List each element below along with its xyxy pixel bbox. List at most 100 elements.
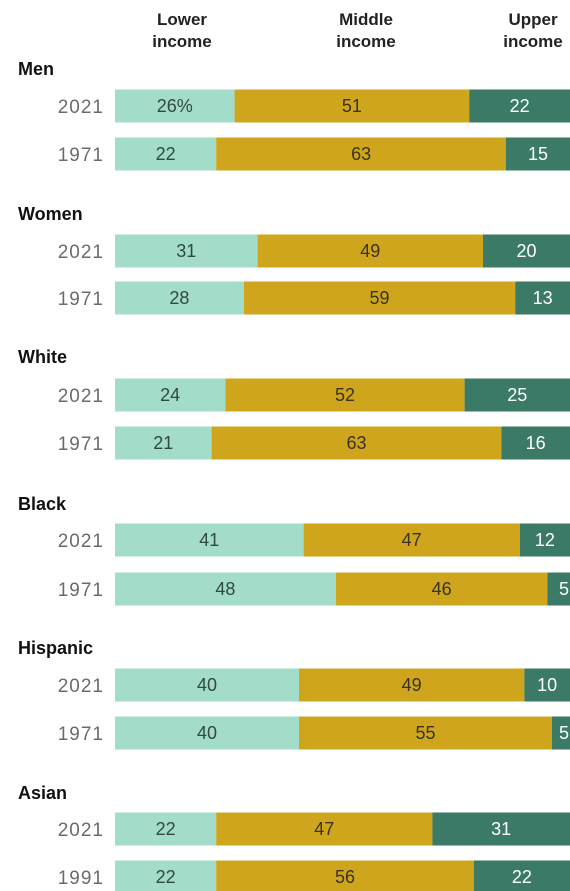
bar-middle-women-2021 [257,234,483,268]
bar-upper-black-1971 [547,572,570,606]
year-label-men-2021: 2021 [58,97,104,118]
value-label-middle-asian-2021: 47 [314,819,334,839]
bar-upper-hispanic-2021 [524,668,570,702]
value-label-upper-black-2021: 12 [535,530,555,550]
value-label-middle-black-2021: 47 [402,530,422,550]
bar-lower-white-1971 [115,426,212,460]
year-label-asian-2021: 2021 [58,820,104,841]
group-white: White 2021 24 52 25 1971 21 63 16 [18,347,570,460]
bar-lower-asian-1991 [115,860,217,891]
bar-middle-black-2021 [303,523,520,557]
value-label-lower-hispanic-2021: 40 [197,675,217,695]
value-label-middle-black-1971: 46 [432,579,452,599]
bar-lower-women-2021 [115,234,258,268]
bar-upper-hispanic-1971 [552,716,570,750]
bar-upper-white-1971 [501,426,570,460]
header-middle-line1: Middle [339,10,393,29]
group-label-hispanic: Hispanic [18,638,93,658]
bar-lower-men-2021 [115,89,235,123]
bar-lower-hispanic-2021 [115,668,299,702]
value-label-lower-women-2021: 31 [176,241,196,261]
bar-middle-men-2021 [234,89,470,123]
group-label-men: Men [18,59,54,79]
header-upper-line1: Upper [508,10,558,29]
value-label-lower-women-1971: 28 [169,288,189,308]
bar-upper-white-2021 [464,378,570,412]
value-label-lower-asian-1991: 22 [156,867,176,887]
group-women: Women 2021 31 49 20 1971 28 59 13 [18,204,570,315]
header-lower-line1: Lower [157,10,207,29]
value-label-upper-hispanic-1971: 5 [559,723,569,743]
header-lower-line2: income [152,32,212,51]
bar-lower-white-2021 [115,378,226,412]
group-label-women: Women [18,204,83,224]
group-label-asian: Asian [18,783,67,803]
value-label-lower-asian-2021: 22 [156,819,176,839]
bar-lower-asian-2021 [115,812,217,846]
value-label-upper-hispanic-2021: 10 [537,675,557,695]
value-label-upper-black-1971: 5 [559,579,569,599]
bar-upper-men-2021 [469,89,570,123]
value-label-upper-women-1971: 13 [533,288,553,308]
bar-middle-women-1971 [243,281,516,315]
value-label-lower-white-1971: 21 [153,433,173,453]
value-label-middle-women-1971: 59 [369,288,389,308]
value-label-middle-men-1971: 63 [351,144,371,164]
year-label-women-1971: 1971 [58,289,104,310]
header-middle-line2: income [336,32,396,51]
year-label-hispanic-1971: 1971 [58,724,104,745]
bar-upper-men-1971 [506,137,570,171]
year-label-black-1971: 1971 [58,580,104,601]
value-label-middle-white-2021: 52 [335,385,355,405]
value-label-lower-men-1971: 22 [156,144,176,164]
value-label-lower-hispanic-1971: 40 [197,723,217,743]
bar-middle-asian-1991 [216,860,474,891]
value-label-upper-men-2021: 22 [510,96,530,116]
bar-upper-asian-2021 [432,812,570,846]
value-label-upper-white-1971: 16 [526,433,546,453]
value-label-middle-hispanic-1971: 55 [415,723,435,743]
bar-upper-women-2021 [483,234,570,268]
column-headers: Lower income Middle income Upper income [152,10,563,51]
bar-lower-black-1971 [115,572,336,606]
group-black: Black 2021 41 47 12 1971 48 46 5 [18,494,570,606]
value-label-middle-women-2021: 49 [360,241,380,261]
year-label-men-1971: 1971 [58,145,104,166]
bar-middle-men-1971 [216,137,506,171]
bar-middle-white-2021 [225,378,465,412]
value-label-lower-black-2021: 41 [199,530,219,550]
year-label-white-2021: 2021 [58,386,104,407]
bar-middle-asian-2021 [216,812,433,846]
bar-middle-hispanic-1971 [299,716,552,750]
year-label-hispanic-2021: 2021 [58,676,104,697]
value-label-upper-asian-1991: 22 [512,867,532,887]
bar-middle-black-1971 [335,572,548,606]
group-asian: Asian 2021 22 47 31 1991 22 56 22 [18,783,570,891]
year-label-women-2021: 2021 [58,242,104,263]
group-label-white: White [18,347,67,367]
bar-upper-asian-1991 [473,860,570,891]
bar-lower-women-1971 [115,281,244,315]
value-label-upper-women-2021: 20 [516,241,536,261]
year-label-black-2021: 2021 [58,531,104,552]
value-label-lower-white-2021: 24 [160,385,180,405]
value-label-upper-white-2021: 25 [507,385,527,405]
year-label-white-1971: 1971 [58,434,104,455]
bar-upper-women-1971 [515,281,570,315]
bar-upper-black-2021 [519,523,570,557]
value-label-upper-men-1971: 15 [528,144,548,164]
value-label-middle-hispanic-2021: 49 [402,675,422,695]
value-label-middle-asian-1991: 56 [335,867,355,887]
value-label-middle-men-2021: 51 [342,96,362,116]
value-label-upper-asian-2021: 31 [491,819,511,839]
value-label-lower-black-1971: 48 [215,579,235,599]
header-upper-line2: income [503,32,563,51]
bar-lower-hispanic-1971 [115,716,299,750]
bar-middle-white-1971 [211,426,502,460]
year-label-asian-1991: 1991 [58,868,104,889]
bar-lower-black-2021 [115,523,304,557]
value-label-lower-men-2021: 26% [157,96,193,116]
